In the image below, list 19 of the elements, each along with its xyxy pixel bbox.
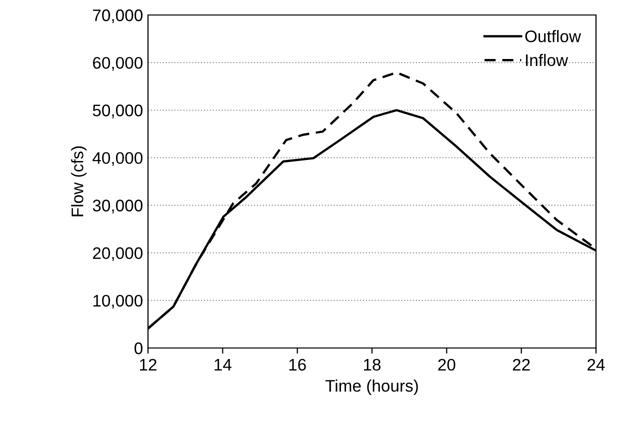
x-tick-label: 24 (588, 358, 605, 370)
x-tick-label: 16 (289, 358, 306, 371)
x-tick-label: 12 (140, 358, 156, 370)
x-tick-label: 22 (512, 358, 530, 370)
y-tick-label: 40,000 (92, 152, 142, 166)
x-tick-label: 14 (214, 359, 232, 370)
y-tick-label: 70,000 (93, 9, 142, 24)
x-tick-label: 18 (364, 358, 381, 371)
y-tick-label: 50,000 (92, 104, 142, 118)
legend-label: Outflow (525, 30, 582, 42)
y-tick-label: 20,000 (93, 247, 142, 262)
x-tick-label: 20 (438, 358, 456, 371)
y-axis-title: Flow (cfs) (71, 146, 87, 216)
y-tick-label: 10,000 (93, 294, 142, 309)
x-axis-title: Time (hours) (325, 380, 418, 396)
y-tick-label: 30,000 (92, 200, 142, 214)
y-tick-label: 0 (134, 342, 142, 354)
y-tick-label: 60,000 (93, 56, 142, 71)
legend-label: Inflow (526, 54, 568, 66)
